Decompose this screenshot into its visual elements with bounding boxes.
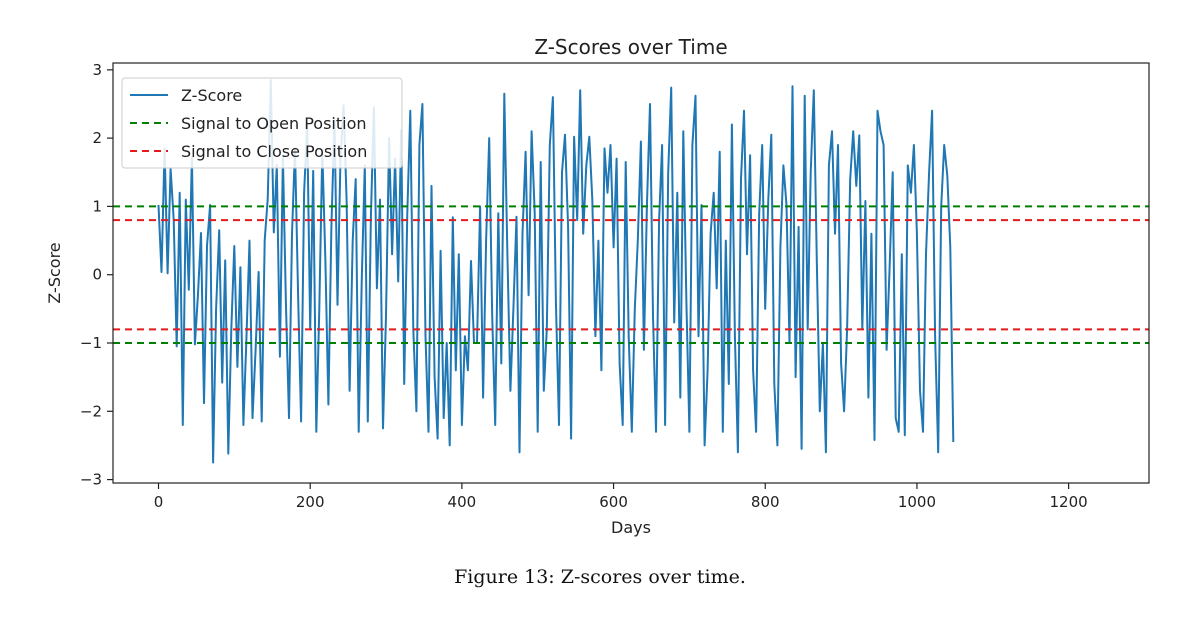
plot-frame (112, 62, 1150, 484)
y-tick-label: 0 (92, 266, 102, 284)
chart-title: Z-Scores over Time (534, 35, 727, 59)
legend-close-signal-label: Signal to Close Position (181, 142, 367, 161)
x-tick-label: 200 (296, 493, 325, 511)
y-tick-label: 2 (92, 129, 102, 147)
x-tick-label: 400 (448, 493, 477, 511)
x-tick-label: 1000 (898, 493, 936, 511)
legend-box (121, 77, 403, 169)
y-tick-label: −2 (80, 402, 102, 420)
y-tick-label: −1 (80, 334, 102, 352)
y-axis-label: Z-Score (45, 242, 64, 303)
zscore-chart: Z-Scores over Time 0 200 400 600 800 1000 1200 −… (45, 35, 1150, 537)
chart-container: Z-Scores over Time 0 200 400 600 800 1000 1200 −… (45, 35, 1150, 537)
zscore-series-line (157, 79, 955, 464)
y-tick-label: 3 (92, 61, 102, 79)
x-tick-label: 1200 (1050, 493, 1088, 511)
x-tick-label: 0 (154, 493, 164, 511)
x-tick-label: 800 (751, 493, 780, 511)
figure-caption: Figure 13: Z-scores over time. (454, 566, 746, 588)
legend-zscore-label: Z-Score (181, 86, 242, 105)
x-tick-label: 600 (599, 493, 628, 511)
x-axis-label: Days (611, 518, 651, 537)
y-tick-label: 1 (92, 197, 102, 215)
legend-open-signal-label: Signal to Open Position (181, 114, 367, 133)
y-tick-label: −3 (80, 471, 102, 489)
